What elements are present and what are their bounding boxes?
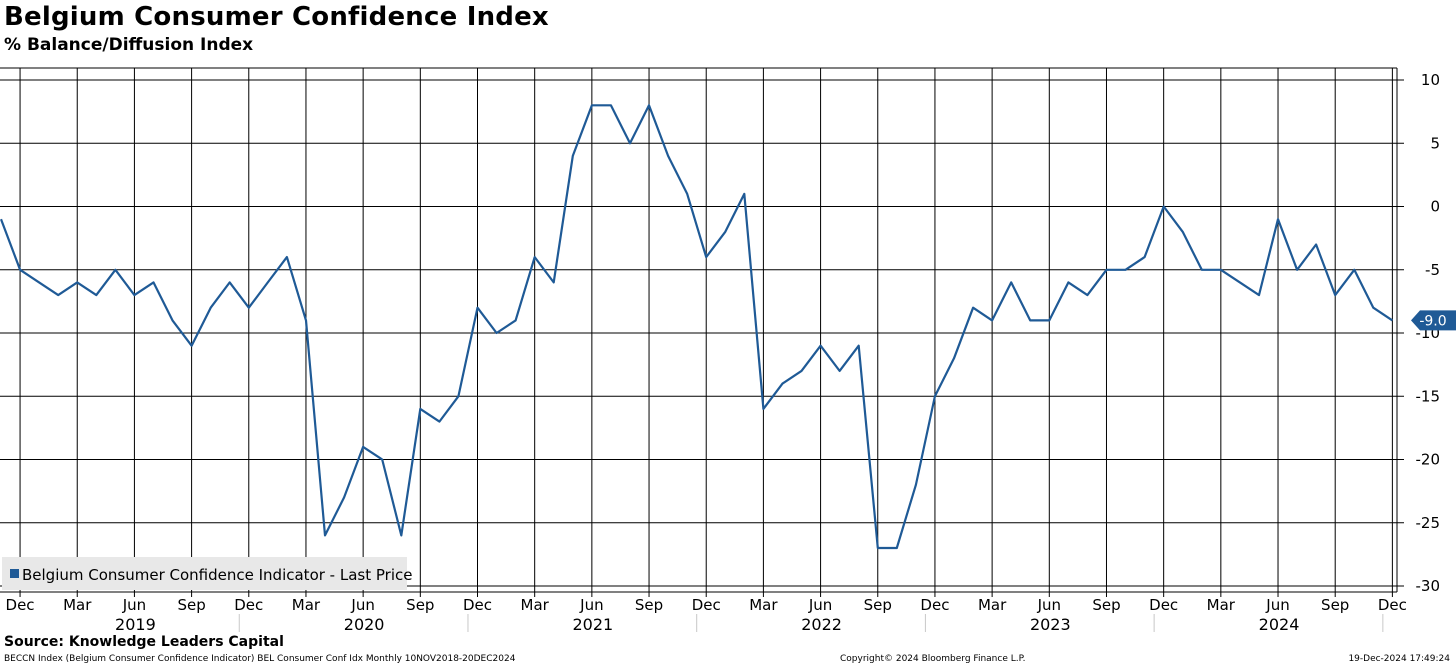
x-month-label: Dec <box>920 596 949 614</box>
x-month-label: Sep <box>635 596 663 614</box>
x-month-label: Jun <box>808 596 832 614</box>
x-month-label: Jun <box>579 596 603 614</box>
x-year-label: 2023 <box>1030 615 1071 634</box>
x-month-label: Sep <box>406 596 434 614</box>
x-year-label: 2022 <box>801 615 842 634</box>
legend-swatch <box>10 569 19 578</box>
x-month-label: Mar <box>292 596 321 614</box>
series-group: -9.0 <box>0 104 1456 550</box>
x-month-label: Dec <box>234 596 263 614</box>
y-tick-label: 10 <box>1421 71 1440 89</box>
x-month-label: Jun <box>1037 596 1061 614</box>
x-month-label: Jun <box>1265 596 1289 614</box>
footer-ticker-info: BECCN Index (Belgium Consumer Confidence… <box>4 654 516 664</box>
x-month-label: Sep <box>177 596 205 614</box>
series-line <box>0 104 1394 550</box>
x-year-label: 2019 <box>115 615 156 634</box>
x-month-label: Dec <box>463 596 492 614</box>
y-tick-label: 5 <box>1430 134 1440 152</box>
x-year-label: 2024 <box>1259 615 1300 634</box>
footer-copyright: Copyright© 2024 Bloomberg Finance L.P. <box>840 654 1026 664</box>
legend-box <box>2 557 407 590</box>
x-month-label: Mar <box>749 596 778 614</box>
y-tick-label: -25 <box>1416 514 1441 532</box>
grid <box>0 67 1398 593</box>
y-tick-label: 0 <box>1430 198 1440 216</box>
x-month-label: Mar <box>1207 596 1236 614</box>
x-month-label: Dec <box>1149 596 1178 614</box>
y-tick-label: -5 <box>1425 261 1440 279</box>
source-note: Source: Knowledge Leaders Capital <box>4 634 284 650</box>
x-month-label: Dec <box>692 596 721 614</box>
x-month-label: Mar <box>63 596 92 614</box>
last-value-tag <box>1411 310 1456 331</box>
chart-subtitle: % Balance/Diffusion Index <box>4 35 254 55</box>
x-month-label: Sep <box>1092 596 1120 614</box>
last-value-label: -9.0 <box>1419 313 1446 329</box>
x-month-label: Jun <box>350 596 374 614</box>
x-year-label: 2020 <box>344 615 385 634</box>
x-month-label: Dec <box>1378 596 1407 614</box>
y-tick-label: -30 <box>1416 577 1441 595</box>
x-year-label: 2021 <box>573 615 614 634</box>
x-month-label: Jun <box>122 596 146 614</box>
x-month-label: Mar <box>521 596 550 614</box>
x-month-label: Sep <box>864 596 892 614</box>
legend-label: Belgium Consumer Confidence Indicator - … <box>22 566 412 584</box>
y-tick-label: -15 <box>1416 387 1441 405</box>
footer-timestamp: 19-Dec-2024 17:49:24 <box>1348 654 1450 664</box>
chart-title: Belgium Consumer Confidence Index <box>4 2 549 32</box>
x-axis: Dec Mar Jun Sep Dec Mar Jun Sep Dec Mar Jun Sep Dec M… <box>6 592 1407 634</box>
y-tick-label: -20 <box>1416 451 1441 469</box>
x-month-label: Dec <box>6 596 35 614</box>
x-month-label: Mar <box>978 596 1007 614</box>
legend: Belgium Consumer Confidence Indicator - … <box>2 557 412 590</box>
x-month-label: Sep <box>1321 596 1349 614</box>
